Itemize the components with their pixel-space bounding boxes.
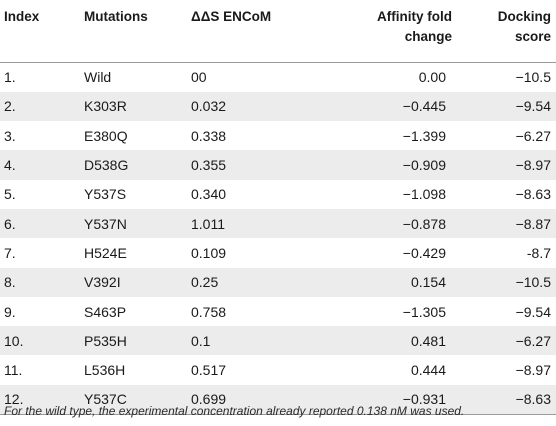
cell-encom: 0.340 xyxy=(191,186,227,203)
header-docking-line2: score xyxy=(514,29,551,44)
cell-mutation: D538G xyxy=(76,150,186,180)
cell-affinity: −0.878 xyxy=(322,208,458,239)
header-affinity: Affinity fold change xyxy=(322,0,458,63)
cell-affinity: −0.429 xyxy=(402,244,446,261)
cell-index: 9. xyxy=(4,303,16,320)
cell-index: 8. xyxy=(0,267,76,297)
header-encom: ΔΔS ENCoM xyxy=(186,0,322,63)
cell-docking: −8.97 xyxy=(458,150,556,180)
cell-mutation: P535H xyxy=(76,326,186,356)
cell-mutation: S463P xyxy=(84,303,127,320)
cell-index: 3. xyxy=(4,127,16,144)
cell-encom: 0.109 xyxy=(191,244,227,261)
cell-encom: 0.355 xyxy=(186,150,322,180)
table-row: 6. Y537N 1.011 −0.878 −8.87 xyxy=(0,208,556,239)
cell-mutation: H524E xyxy=(84,244,127,261)
table-row: 11. L536H 0.517 0.444 −8.97 xyxy=(0,355,556,384)
cell-index: 1. xyxy=(4,69,16,86)
cell-index: 11. xyxy=(4,362,23,379)
cell-mutation: Y537S xyxy=(84,186,127,203)
cell-mutation: Y537C xyxy=(76,384,186,416)
table-footnote: For the wild type, the experimental conc… xyxy=(4,404,465,418)
table-row: 9. S463P 0.758 −1.305 −9.54 xyxy=(0,297,556,326)
header-row: Index Mutations ΔΔS ENCoM Affinity fold … xyxy=(0,0,556,63)
table-row: 2. K303R 0.032 −0.445 −9.54 xyxy=(0,91,556,122)
cell-docking: −9.54 xyxy=(458,91,556,122)
table-row: 10. P535H 0.1 0.481 −6.27 xyxy=(0,326,556,356)
table-row: 1. Wild 00 0.00 −10.5 xyxy=(0,62,556,92)
table-row: 12. Y537C 0.699 −0.931 −8.63 xyxy=(0,384,556,416)
cell-index: 10. xyxy=(0,326,76,356)
table-row: 4. D538G 0.355 −0.909 −8.97 xyxy=(0,150,556,180)
cell-affinity: 0.481 xyxy=(322,326,458,356)
cell-affinity: −1.399 xyxy=(402,127,446,144)
cell-mutation: Wild xyxy=(84,69,112,86)
header-docking-line1: Docking xyxy=(497,9,551,24)
cell-encom: 0.25 xyxy=(186,267,322,297)
cell-mutation: Y537N xyxy=(76,208,186,239)
cell-docking: −8.63 xyxy=(458,384,556,416)
cell-index: 12. xyxy=(0,384,76,416)
cell-encom: 1.011 xyxy=(186,208,322,239)
cell-index: 4. xyxy=(0,150,76,180)
cell-affinity: −1.098 xyxy=(402,186,446,203)
header-affinity-line2: change xyxy=(404,29,452,44)
cell-affinity: 0.444 xyxy=(410,362,446,379)
mutation-table: Index Mutations ΔΔS ENCoM Affinity fold … xyxy=(0,0,556,416)
cell-docking: −9.54 xyxy=(515,303,551,320)
cell-affinity: −1.305 xyxy=(402,303,446,320)
cell-docking: −6.27 xyxy=(458,326,556,356)
cell-affinity: 0.154 xyxy=(322,267,458,297)
table-row: 8. V392I 0.25 0.154 −10.5 xyxy=(0,267,556,297)
cell-encom: 00 xyxy=(191,69,207,86)
cell-affinity: −0.931 xyxy=(322,384,458,416)
cell-docking: −8.97 xyxy=(515,362,551,379)
header-mutations: Mutations xyxy=(76,0,186,63)
cell-docking: −8.63 xyxy=(515,186,551,203)
cell-encom: 0.1 xyxy=(186,326,322,356)
cell-docking: −10.5 xyxy=(458,267,556,297)
cell-mutation: K303R xyxy=(76,91,186,122)
cell-mutation: L536H xyxy=(84,362,126,379)
table-header: Index Mutations ΔΔS ENCoM Affinity fold … xyxy=(0,0,556,63)
cell-encom: 0.699 xyxy=(186,384,322,416)
cell-index: 6. xyxy=(0,208,76,239)
cell-affinity: −0.909 xyxy=(322,150,458,180)
table-row: 5. Y537S 0.340 −1.098 −8.63 xyxy=(0,180,556,209)
cell-index: 2. xyxy=(0,91,76,122)
cell-index: 5. xyxy=(4,186,16,203)
cell-mutation: V392I xyxy=(76,267,186,297)
cell-docking: −6.27 xyxy=(515,127,551,144)
cell-encom: 0.517 xyxy=(191,362,227,379)
cell-encom: 0.032 xyxy=(186,91,322,122)
table-row: 3. E380Q 0.338 −1.399 −6.27 xyxy=(0,121,556,150)
cell-mutation: E380Q xyxy=(84,127,128,144)
header-docking: Docking score xyxy=(458,0,556,63)
table-body: 1. Wild 00 0.00 −10.5 2. K303R 0.032 −0.445 −9.54… xyxy=(0,62,556,416)
cell-docking: -8.7 xyxy=(526,244,551,261)
header-index: Index xyxy=(0,0,76,63)
table-row: 7. H524E 0.109 −0.429 -8.7 xyxy=(0,238,556,267)
cell-encom: 0.338 xyxy=(191,127,227,144)
cell-docking: −10.5 xyxy=(515,69,551,86)
cell-affinity: −0.445 xyxy=(322,91,458,122)
cell-index: 7. xyxy=(4,244,16,261)
header-affinity-line1: Affinity fold xyxy=(377,9,452,24)
cell-docking: −8.87 xyxy=(458,208,556,239)
cell-affinity: 0.00 xyxy=(418,69,446,86)
cell-encom: 0.758 xyxy=(191,303,227,320)
